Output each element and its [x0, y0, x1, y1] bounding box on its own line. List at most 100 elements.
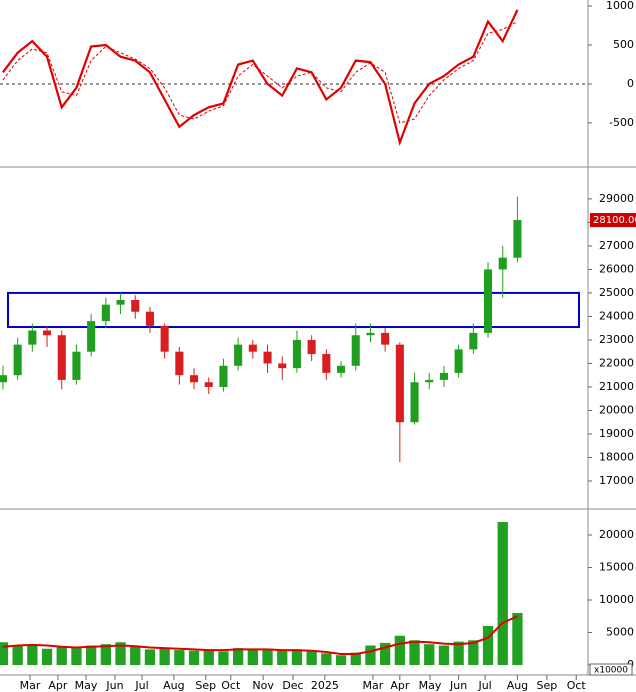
- x-tick-label: Mar: [20, 679, 41, 692]
- volume-bar: [291, 649, 303, 665]
- volume-bar: [100, 644, 111, 665]
- candle-body: [366, 332, 375, 336]
- candle-body: [248, 344, 257, 352]
- y-tick-label: 20000: [599, 403, 634, 416]
- x-tick-label: Apr: [390, 679, 410, 692]
- volume-bar: [394, 635, 405, 665]
- candle-body: [160, 325, 169, 352]
- y-tick-label: 10000: [599, 593, 634, 606]
- candle-body: [175, 351, 184, 376]
- volume-bar: [350, 652, 361, 665]
- volume-bar: [468, 640, 479, 665]
- y-tick-label: 23000: [599, 333, 634, 346]
- volume-bar: [85, 645, 97, 665]
- candle-body: [292, 339, 301, 369]
- y-tick-label: 15000: [599, 561, 634, 574]
- y-tick-label: 17000: [599, 474, 634, 487]
- candle-body: [219, 365, 228, 387]
- unit-box: [589, 663, 633, 676]
- x-tick-label: Jun: [105, 679, 123, 692]
- volume-bar: [497, 522, 508, 665]
- x-tick-label: May: [75, 679, 98, 692]
- candle-body: [87, 321, 96, 352]
- volume-bar: [71, 648, 82, 665]
- y-tick-label: 26000: [599, 262, 634, 275]
- candle-body: [336, 365, 346, 373]
- y-tick-label: 5000: [606, 626, 634, 639]
- x-tick-label: 2025: [311, 679, 339, 692]
- volume-bar: [159, 648, 170, 665]
- volume-bar: [56, 646, 67, 665]
- y-tick-label: 21000: [599, 380, 634, 393]
- candle-body: [145, 311, 154, 326]
- volume-bar: [115, 642, 126, 665]
- volume-bar: [512, 613, 523, 665]
- x-tick-label: Oct: [221, 679, 241, 692]
- volume-unit: x10000: [594, 666, 628, 676]
- candle-body: [263, 351, 272, 364]
- candle-body: [72, 351, 81, 380]
- candle-body: [498, 257, 507, 270]
- candle-body: [395, 344, 404, 423]
- x-tick-label: Aug: [507, 679, 528, 692]
- y-tick-label: 27000: [599, 239, 634, 252]
- candle-body: [116, 299, 125, 305]
- candle-body: [322, 354, 331, 373]
- price-tag-label: 28100.00: [593, 215, 636, 226]
- y-tick-label: 500: [613, 38, 634, 51]
- y-tick-label: 1000: [606, 0, 634, 12]
- volume-bar: [409, 640, 420, 665]
- volume-bar: [277, 650, 288, 665]
- y-tick-label: 18000: [599, 450, 634, 463]
- volume-bar: [262, 650, 273, 665]
- x-tick-label: Mar: [363, 679, 384, 692]
- candle-body: [513, 220, 522, 258]
- candle-body: [57, 335, 66, 380]
- x-tick-label: Oct: [567, 679, 587, 692]
- volume-bar: [424, 644, 435, 665]
- candle-body: [454, 349, 463, 373]
- volume-bar: [0, 642, 9, 665]
- x-tick-label: Jul: [134, 679, 148, 692]
- volume-bar: [306, 651, 317, 665]
- y-tick-label: 24000: [599, 309, 634, 322]
- candle-body: [28, 330, 37, 345]
- candle-body: [425, 379, 434, 383]
- x-tick-label: Nov: [252, 679, 274, 692]
- candle-body: [278, 363, 287, 369]
- candle-body: [439, 372, 448, 380]
- volume-bar: [482, 626, 494, 665]
- y-tick-label: 25000: [599, 286, 634, 299]
- candle-body: [410, 382, 419, 423]
- candle-body: [381, 332, 390, 345]
- volume-bar: [12, 645, 23, 665]
- candle-body: [189, 375, 199, 383]
- volume-bar: [321, 653, 332, 665]
- line-series: [2, 9, 519, 147]
- volume-bar: [41, 648, 53, 665]
- volume-bar: [438, 645, 450, 665]
- volume-bar: [130, 646, 141, 665]
- volume-average: [2, 615, 518, 655]
- volume-bar: [453, 641, 464, 665]
- candle-body: [101, 304, 110, 322]
- volume-bar: [379, 642, 391, 665]
- y-tick-label: 0: [627, 77, 634, 90]
- candle-body: [0, 375, 7, 383]
- x-tick-label: Jun: [449, 679, 467, 692]
- y-tick-label: 20000: [599, 528, 634, 541]
- candle-body: [42, 330, 52, 336]
- x-tick-label: Jul: [477, 679, 491, 692]
- candle-body: [351, 335, 360, 366]
- candle-body: [469, 332, 478, 350]
- x-tick-label: Sep: [536, 679, 557, 692]
- y-tick-label: -500: [609, 116, 634, 129]
- x-tick-label: Sep: [195, 679, 216, 692]
- volume-bar: [365, 645, 376, 665]
- y-tick-label: 19000: [599, 427, 634, 440]
- candle-body: [483, 269, 493, 333]
- line-series: [2, 21, 518, 124]
- volume-bar: [174, 650, 185, 665]
- candle-body: [13, 344, 22, 376]
